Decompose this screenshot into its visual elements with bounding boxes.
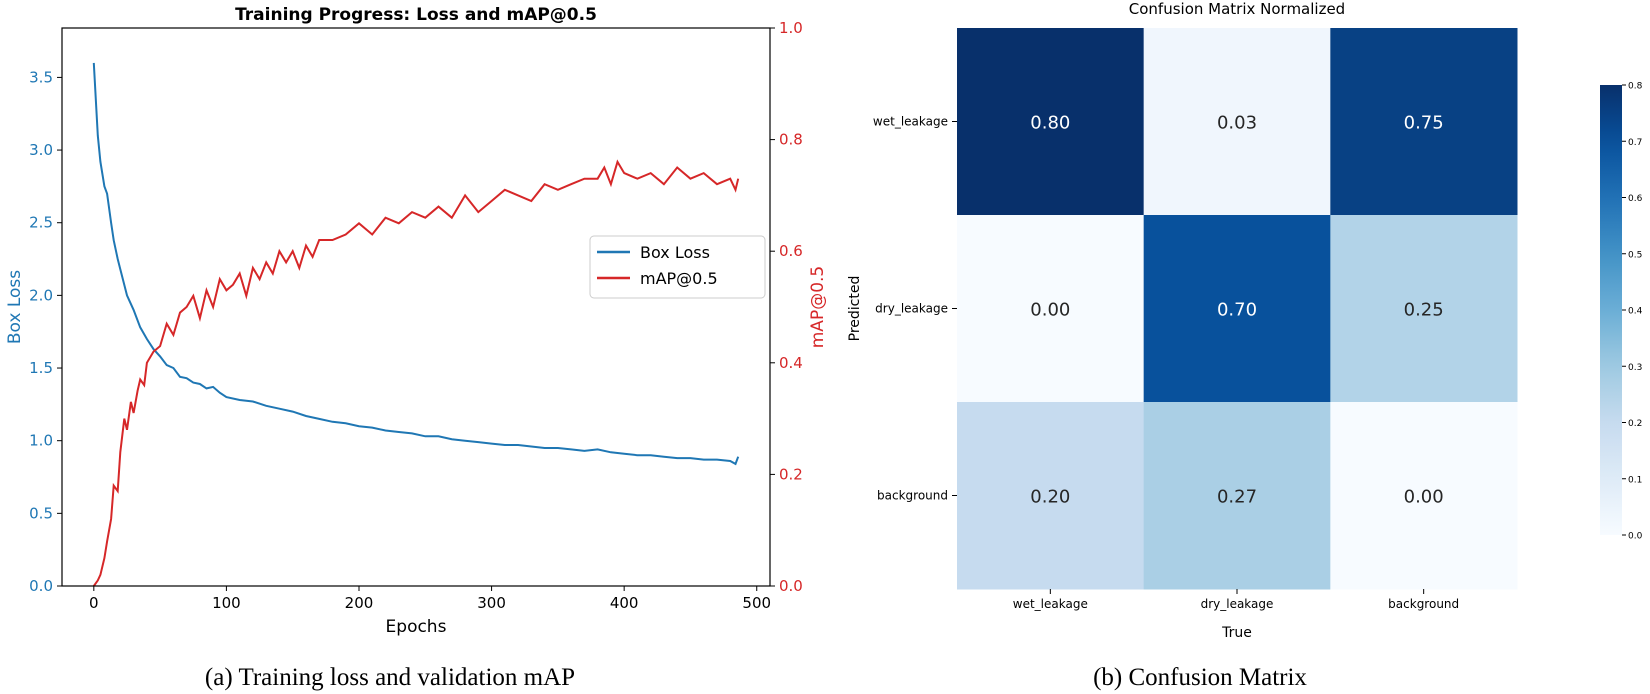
legend-label: Box Loss bbox=[640, 243, 710, 262]
y-axis-label: Predicted bbox=[847, 276, 863, 342]
heatmap-cell bbox=[957, 28, 1145, 216]
heatmap-cell bbox=[1143, 28, 1331, 216]
colorbar-tick-label: 0.5 bbox=[1628, 250, 1642, 260]
y-tick-label: dry_leakage bbox=[875, 302, 948, 316]
cell-value-label: 0.00 bbox=[1030, 300, 1070, 321]
heatmap-cell bbox=[1330, 28, 1518, 216]
caption-b: (b) Confusion Matrix bbox=[1093, 664, 1307, 691]
x-tick-label: 0 bbox=[89, 594, 99, 612]
caption-a: (a) Training loss and validation mAP bbox=[205, 664, 575, 691]
y-tick-label: 0.5 bbox=[29, 504, 53, 522]
heatmap-cell bbox=[957, 215, 1145, 403]
cell-value-label: 0.75 bbox=[1404, 113, 1444, 134]
y-right-tick-label: 0.6 bbox=[779, 242, 803, 260]
y-right-tick-label: 1.0 bbox=[779, 19, 803, 37]
cell-value-label: 0.03 bbox=[1217, 113, 1257, 134]
series-line-box-loss bbox=[92, 62, 740, 466]
training-progress-chart: Training Progress: Loss and mAP@0.5 0 100 2… bbox=[5, 5, 828, 637]
cell-value-label: 0.70 bbox=[1217, 300, 1257, 321]
y-tick-label: background bbox=[877, 489, 948, 503]
y-tick-label: 2.0 bbox=[29, 286, 53, 304]
colorbar-tick-label: 0.7 bbox=[1628, 138, 1642, 148]
colorbar-tick-label: 0.0 bbox=[1628, 532, 1643, 542]
colorbar-tick-label: 0.1 bbox=[1628, 475, 1642, 485]
x-tick-label: dry_leakage bbox=[1201, 597, 1274, 611]
x-tick-label: 300 bbox=[477, 594, 506, 612]
cell-value-label: 0.25 bbox=[1404, 300, 1444, 321]
colorbar-tick-label: 0.2 bbox=[1628, 419, 1642, 429]
colorbar-tick-label: 0.6 bbox=[1628, 194, 1643, 204]
x-tick-label: 100 bbox=[212, 594, 241, 612]
heatmap-cell bbox=[1143, 402, 1331, 590]
heatmap-cell bbox=[957, 402, 1145, 590]
x-tick-label: 200 bbox=[345, 594, 374, 612]
cell-value-label: 0.20 bbox=[1030, 487, 1070, 508]
y-right-axis-label: mAP@0.5 bbox=[808, 266, 828, 348]
y-tick-label: wet_leakage bbox=[873, 115, 948, 129]
heatmap-cell bbox=[1330, 402, 1518, 590]
colorbar bbox=[1600, 85, 1622, 535]
colorbar-tick-label: 0.8 bbox=[1628, 82, 1643, 92]
colorbar-tick-label: 0.4 bbox=[1628, 307, 1643, 317]
x-tick-label: background bbox=[1388, 597, 1459, 611]
cell-value-label: 0.80 bbox=[1030, 113, 1070, 134]
x-tick-label: wet_leakage bbox=[1013, 597, 1088, 611]
y-tick-label: 1.5 bbox=[29, 359, 53, 377]
y-right-tick-label: 0.4 bbox=[779, 354, 803, 372]
chart-title: Confusion Matrix Normalized bbox=[1129, 0, 1345, 18]
y-right-tick-label: 0.0 bbox=[779, 577, 803, 595]
y-right-tick-label: 0.8 bbox=[779, 131, 803, 149]
series-line-map bbox=[92, 159, 740, 587]
x-tick-label: 400 bbox=[610, 594, 639, 612]
cell-value-label: 0.00 bbox=[1404, 487, 1444, 508]
confusion-matrix-chart: 0.80 0.03 0.75 0.00 0.70 0.25 0.20 0.27 0.00 Conf… bbox=[847, 0, 1643, 641]
x-tick-label: 500 bbox=[742, 594, 771, 612]
x-axis-label: Epochs bbox=[386, 617, 447, 637]
heatmap-cell bbox=[1330, 215, 1518, 403]
cell-value-label: 0.27 bbox=[1217, 487, 1257, 508]
legend-box bbox=[589, 235, 766, 299]
y-tick-label: 2.5 bbox=[29, 214, 53, 232]
colorbar-tick-label: 0.3 bbox=[1628, 363, 1642, 373]
heatmap-cell bbox=[1143, 215, 1331, 403]
y-tick-label: 1.0 bbox=[29, 432, 53, 450]
legend-label: mAP@0.5 bbox=[640, 269, 718, 288]
legend: Box Loss mAP@0.5 bbox=[589, 235, 766, 299]
chart-title: Training Progress: Loss and mAP@0.5 bbox=[235, 5, 597, 25]
y-tick-label: 3.0 bbox=[29, 141, 53, 159]
plot-frame bbox=[61, 27, 771, 587]
y-right-tick-label: 0.2 bbox=[779, 465, 803, 483]
y-tick-label: 0.0 bbox=[29, 577, 53, 595]
y-axis-label: Box Loss bbox=[5, 270, 25, 344]
x-axis-label: True bbox=[1221, 625, 1252, 641]
y-tick-label: 3.5 bbox=[29, 68, 53, 86]
